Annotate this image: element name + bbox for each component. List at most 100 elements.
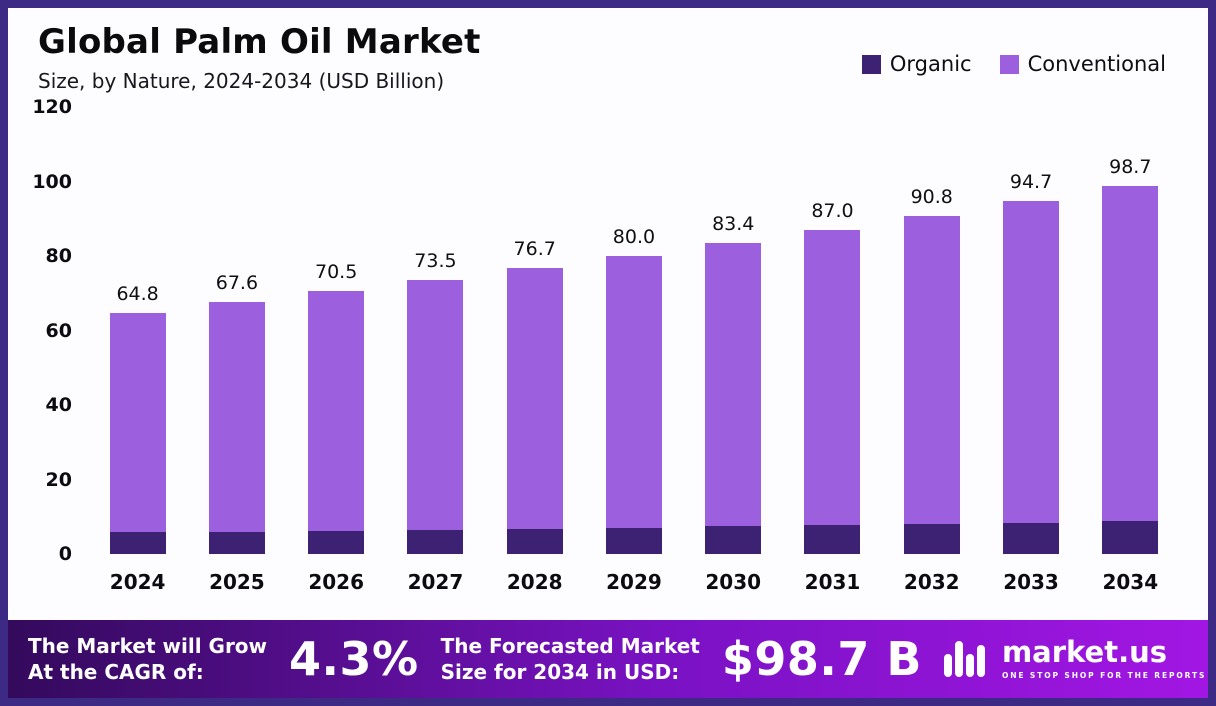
forecast-label-line2: Size for 2034 in USD: [440,660,680,684]
bar-2032 [903,215,960,554]
y-tick-0: 0 [58,543,72,565]
x-tick-2029: 2029 [606,570,662,594]
x-tick-2027: 2027 [407,570,464,594]
y-tick-60: 60 [45,319,72,342]
bar-2028-organic [506,528,563,554]
bar-group-2027: 73.5 [386,107,485,554]
plot-area: 64.8 67.6 70.5 73.5 76.7 80.0 83.4 87.0 90.8 94.7… [88,107,1180,554]
bar-2032-conventional [903,215,960,524]
bar-total-label-2025: 67.6 [215,272,259,295]
bar-2034-organic [1102,521,1159,554]
bar-2025-conventional [208,302,265,532]
bar-2027 [407,280,464,554]
brand-text: market.us ONE STOP SHOP FOR THE REPORTS [1001,635,1207,681]
marketus-brand: market.us ONE STOP SHOP FOR THE REPORTS [943,635,1208,681]
chart-body: 0 20 40 60 80 100 120 64.8 67.6 70.5 73.5 76.7 80.0… [30,96,1180,565]
bar-total-label-2031: 87.0 [811,199,854,222]
bar-2031-organic [804,525,861,554]
bar-2032-organic [903,523,960,554]
bar-2033-conventional [1003,201,1060,523]
y-tick-40: 40 [45,394,72,417]
legend-item-organic: Organic [861,52,972,76]
chart-subtitle: Size, by Nature, 2024-2034 (USD Billion) [38,69,445,93]
legend-label-organic: Organic [889,52,972,76]
cagr-label-line1: The Market will Grow [28,634,268,658]
cagr-label-line2: At the CAGR of: [28,660,204,684]
bar-group-2024: 64.8 [88,107,187,554]
chart-header: Global Palm Oil Market Size, by Nature, … [30,22,1180,93]
chart-legend: Organic Conventional [861,52,1166,76]
forecast-label: The Forecasted Market Size for 2034 in U… [441,633,700,685]
legend-label-conventional: Conventional [1027,52,1166,76]
bar-2026-organic [308,530,365,554]
legend-swatch-conventional [999,54,1019,74]
bar-total-label-2032: 90.8 [910,185,953,208]
bar-total-label-2024: 64.8 [116,282,159,305]
bar-2028-conventional [506,268,563,529]
bar-2026-conventional [308,291,365,531]
bar-2030-organic [705,526,762,554]
bar-2029 [605,256,662,554]
bar-2030 [705,243,762,554]
bar-2031 [804,229,861,554]
bar-2024 [109,312,166,554]
bar-group-2030: 83.4 [684,107,783,554]
cagr-label: The Market will Grow At the CAGR of: [28,633,267,685]
bar-group-2033: 94.7 [981,107,1080,554]
bar-2029-conventional [605,256,662,528]
bar-2033 [1003,201,1060,554]
y-axis: 0 20 40 60 80 100 120 [30,96,88,565]
bar-2024-organic [109,532,166,554]
x-tick-2034: 2034 [1102,570,1159,594]
chart-content: Global Palm Oil Market Size, by Nature, … [8,8,1208,620]
bar-total-label-2029: 80.0 [612,226,656,249]
bar-total-label-2030: 83.4 [712,213,755,236]
bar-2026 [308,291,365,554]
forecast-label-line1: The Forecasted Market [440,634,700,658]
x-tick-2030: 2030 [705,570,762,594]
bar-group-2032: 90.8 [882,107,981,554]
x-tick-2032: 2032 [903,570,960,594]
bar-2028 [506,268,563,554]
marketus-logo-icon [943,641,985,677]
bar-2034-conventional [1102,186,1159,522]
bar-total-label-2027: 73.5 [414,250,457,273]
chart-title: Global Palm Oil Market [38,22,481,62]
y-tick-100: 100 [32,170,72,193]
x-tick-2033: 2033 [1003,570,1059,594]
x-tick-2028: 2028 [506,570,563,594]
x-tick-2024: 2024 [109,570,166,594]
footer-banner: The Market will Grow At the CAGR of: 4.3… [8,620,1208,698]
bar-total-label-2026: 70.5 [315,261,358,284]
x-tick-2025: 2025 [209,570,265,594]
bar-2034 [1102,186,1159,554]
bar-2030-conventional [705,243,762,527]
brand-tagline: ONE STOP SHOP FOR THE REPORTS [1001,671,1207,680]
legend-swatch-organic [861,54,881,74]
bar-2027-organic [407,529,464,554]
bar-total-label-2028: 76.7 [513,238,556,261]
y-tick-80: 80 [45,245,72,268]
bar-2024-conventional [109,312,166,533]
brand-name: market.us [1001,635,1167,669]
title-block: Global Palm Oil Market Size, by Nature, … [38,22,481,93]
bar-2025 [208,302,265,554]
bar-group-2031: 87.0 [783,107,882,554]
x-axis: 2024 2025 2026 2027 2028 2029 2030 2031 2032 2033… [88,554,1180,594]
bar-2027-conventional [407,280,464,530]
bar-group-2025: 67.6 [187,107,286,554]
y-tick-20: 20 [45,468,72,491]
bar-total-label-2034: 98.7 [1109,156,1152,179]
bar-group-2028: 76.7 [485,107,584,554]
bar-group-2034: 98.7 [1081,107,1180,554]
bar-2029-organic [605,527,662,554]
bar-total-label-2033: 94.7 [1009,171,1053,194]
legend-item-conventional: Conventional [999,52,1166,76]
bar-group-2029: 80.0 [584,107,683,554]
cagr-value: 4.3% [289,632,419,686]
bar-2025-organic [208,531,265,554]
y-tick-120: 120 [32,96,72,118]
bar-2033-organic [1003,522,1060,554]
bar-2031-conventional [804,229,861,526]
